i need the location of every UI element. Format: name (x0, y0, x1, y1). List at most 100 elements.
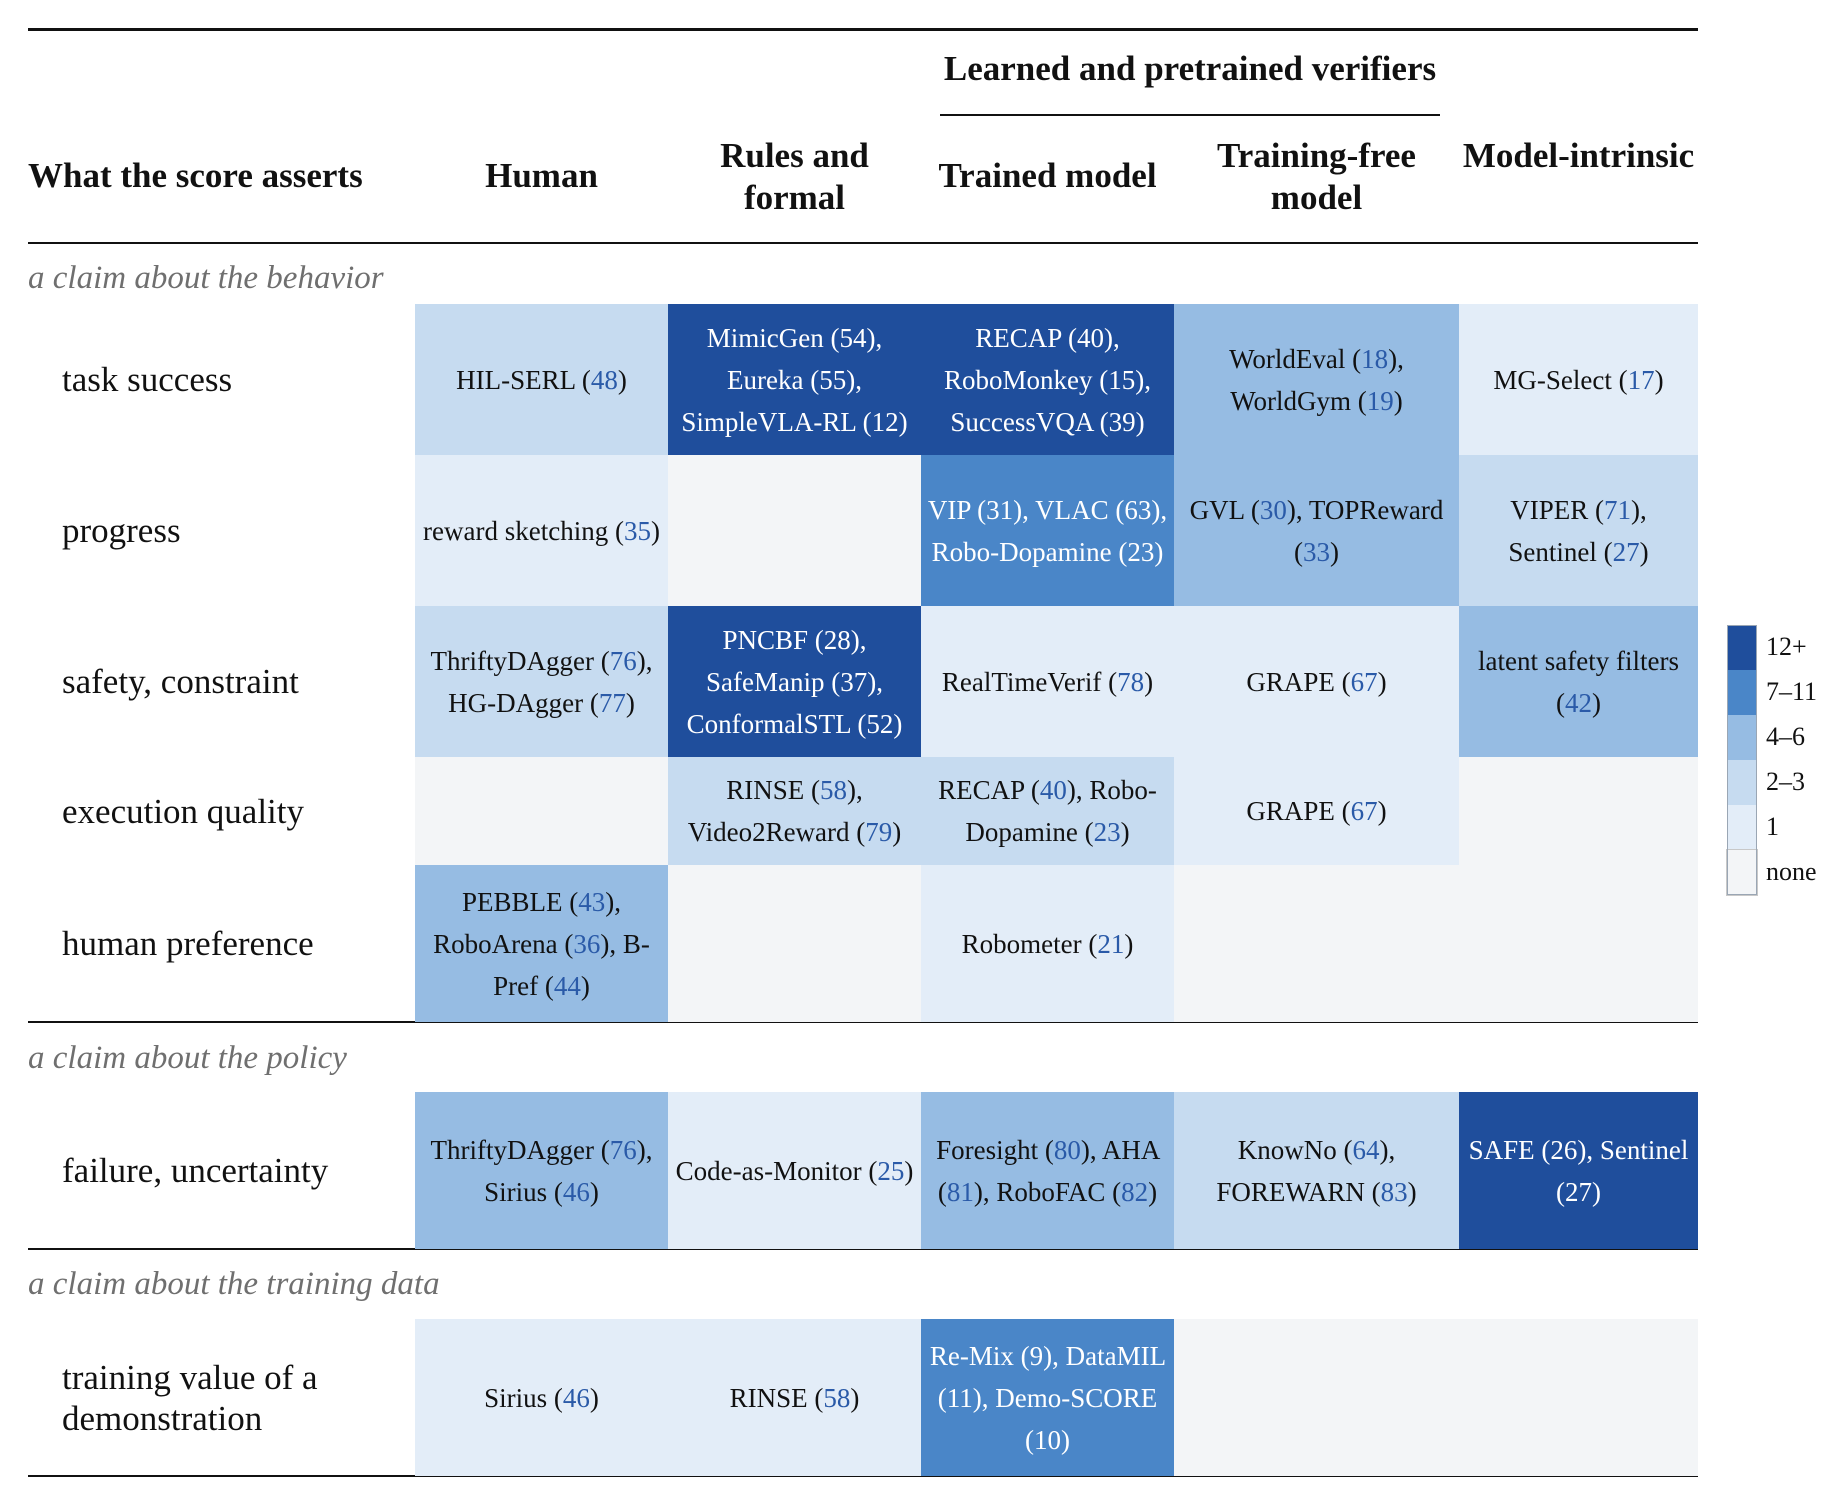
legend-label: 7–11 (1766, 677, 1818, 706)
row-label-text: safety, constraint (62, 662, 299, 701)
legend-label: 1 (1766, 812, 1779, 841)
row-label: failure, uncertainty (28, 1092, 398, 1249)
citation-link[interactable]: 11 (946, 1382, 973, 1413)
citation-link[interactable]: 27 (1612, 536, 1640, 567)
citation-link[interactable]: 26 (1550, 1134, 1578, 1165)
heatmap-cell (415, 757, 668, 865)
legend-swatch (1727, 715, 1757, 760)
citation-link[interactable]: 23 (1093, 817, 1121, 847)
legend-swatch (1727, 670, 1757, 715)
citation-link[interactable]: 83 (1380, 1176, 1408, 1207)
citation-link[interactable]: 76 (609, 645, 637, 676)
cell-entries: RECAP (40), Robo-Dopamine (23) (938, 775, 1157, 847)
citation-link[interactable]: 67 (1350, 796, 1378, 826)
citation-link[interactable]: 31 (986, 494, 1014, 525)
citation-link[interactable]: 52 (866, 708, 894, 739)
method-name: RoboMonkey (944, 364, 1093, 395)
heatmap-cell: Re-Mix (9), DataMIL (11), Demo-SCORE (10… (921, 1319, 1174, 1476)
heatmap-cell (1459, 757, 1698, 865)
citation-link[interactable]: 19 (1366, 385, 1394, 416)
method-name: PEBBLE (461, 886, 563, 917)
heatmap-cell: ThriftyDAgger (76), HG-DAgger (77) (415, 606, 668, 757)
heatmap-cell: ThriftyDAgger (76), Sirius (46) (415, 1092, 668, 1249)
cell-entries: VIPER (71), Sentinel (27) (1508, 494, 1649, 567)
method-name: PNCBF (722, 624, 809, 655)
citation-link[interactable]: 10 (1034, 1424, 1061, 1455)
citation-link[interactable]: 78 (1117, 666, 1145, 697)
citation-link[interactable]: 35 (623, 515, 651, 546)
citation-link[interactable]: 67 (1350, 666, 1378, 697)
citation-link[interactable]: 21 (1097, 928, 1125, 959)
citation-link[interactable]: 25 (877, 1155, 905, 1186)
citation-link[interactable]: 77 (598, 687, 626, 718)
column-header: Human (485, 156, 598, 195)
citation-link[interactable]: 43 (578, 886, 606, 917)
citation-link[interactable]: 48 (590, 364, 618, 395)
cell-entries: RECAP (40), RoboMonkey (15), SuccessVQA … (944, 322, 1151, 437)
citation-link[interactable]: 58 (820, 775, 847, 805)
citation-link[interactable]: 58 (823, 1382, 851, 1413)
citation-link[interactable]: 33 (1303, 536, 1330, 567)
heatmap-cell: HIL-SERL (48) (415, 304, 668, 455)
citation-link[interactable]: 12 (871, 406, 899, 437)
method-name: TOPReward (1308, 494, 1444, 525)
row-label: execution quality (28, 757, 398, 865)
citation-link[interactable]: 81 (946, 1176, 974, 1207)
cell-entries: ThriftyDAgger (76), Sirius (46) (430, 1134, 653, 1207)
method-name: Foresight (936, 1134, 1039, 1165)
method-name: Demo-SCORE (995, 1382, 1158, 1413)
method-name: Sirius (484, 1382, 548, 1413)
heatmap-cell: RINSE (58) (668, 1319, 921, 1476)
method-name: WorldGym (1230, 385, 1352, 416)
cell-entries: WorldEval (18), WorldGym (19) (1229, 343, 1404, 416)
method-name: Code-as-Monitor (675, 1155, 862, 1186)
cell-entries: GRAPE (67) (1246, 796, 1387, 826)
citation-link[interactable]: 82 (1121, 1176, 1149, 1207)
citation-link[interactable]: 36 (573, 928, 601, 959)
heatmap-cell: RECAP (40), Robo-Dopamine (23) (921, 757, 1174, 865)
citation-link[interactable]: 76 (609, 1134, 637, 1165)
citation-link[interactable]: 46 (562, 1382, 590, 1413)
row-label-text: human preference (62, 924, 314, 963)
table-rule (28, 242, 1698, 244)
column-header: Model-intrinsic (1462, 136, 1695, 175)
citation-link[interactable]: 40 (1077, 322, 1105, 353)
method-name: GRAPE (1246, 666, 1335, 697)
citation-link[interactable]: 18 (1361, 343, 1389, 374)
citation-link[interactable]: 28 (823, 624, 851, 655)
citation-link[interactable]: 46 (562, 1176, 590, 1207)
citation-link[interactable]: 63 (1124, 494, 1152, 525)
citation-link[interactable]: 40 (1039, 775, 1067, 805)
heatmap-cell: SAFE (26), Sentinel (27) (1459, 1092, 1698, 1249)
citation-link[interactable]: 55 (819, 364, 847, 395)
citation-link[interactable]: 71 (1604, 494, 1631, 525)
citation-link[interactable]: 15 (1108, 364, 1136, 395)
citation-link[interactable]: 79 (865, 817, 893, 847)
method-name: FOREWARN (1216, 1176, 1365, 1207)
cell-entries: PNCBF (28), SafeManip (37), ConformalSTL… (686, 624, 903, 739)
citation-link[interactable]: 44 (553, 970, 581, 1001)
citation-link[interactable]: 54 (839, 322, 867, 353)
citation-link[interactable]: 64 (1352, 1134, 1380, 1165)
citation-link[interactable]: 17 (1627, 364, 1655, 395)
citation-link[interactable]: 30 (1259, 494, 1287, 525)
heatmap-cell (1174, 865, 1459, 1022)
citation-link[interactable]: 23 (1127, 536, 1155, 567)
method-name: Sentinel (1508, 536, 1597, 567)
row-label-text: task success (62, 360, 233, 399)
citation-link[interactable]: 80 (1053, 1134, 1081, 1165)
citation-link[interactable]: 42 (1565, 687, 1592, 718)
method-name: Robo-Dopamine (965, 775, 1157, 847)
citation-link[interactable]: 37 (840, 666, 868, 697)
heatmap-cell (1174, 1319, 1459, 1476)
citation-link[interactable]: 9 (1029, 1340, 1044, 1371)
citation-link[interactable]: 27 (1565, 1176, 1592, 1207)
row-label: progress (28, 455, 398, 606)
row-label-text: progress (62, 511, 181, 550)
citation-link[interactable]: 39 (1108, 406, 1136, 437)
legend-frame (1727, 625, 1757, 895)
cell-entries: MG-Select (17) (1493, 364, 1664, 395)
heatmap-cell (668, 865, 921, 1022)
heatmap-cell: GRAPE (67) (1174, 606, 1459, 757)
cell-entries: SAFE (26), Sentinel (27) (1468, 1134, 1689, 1207)
